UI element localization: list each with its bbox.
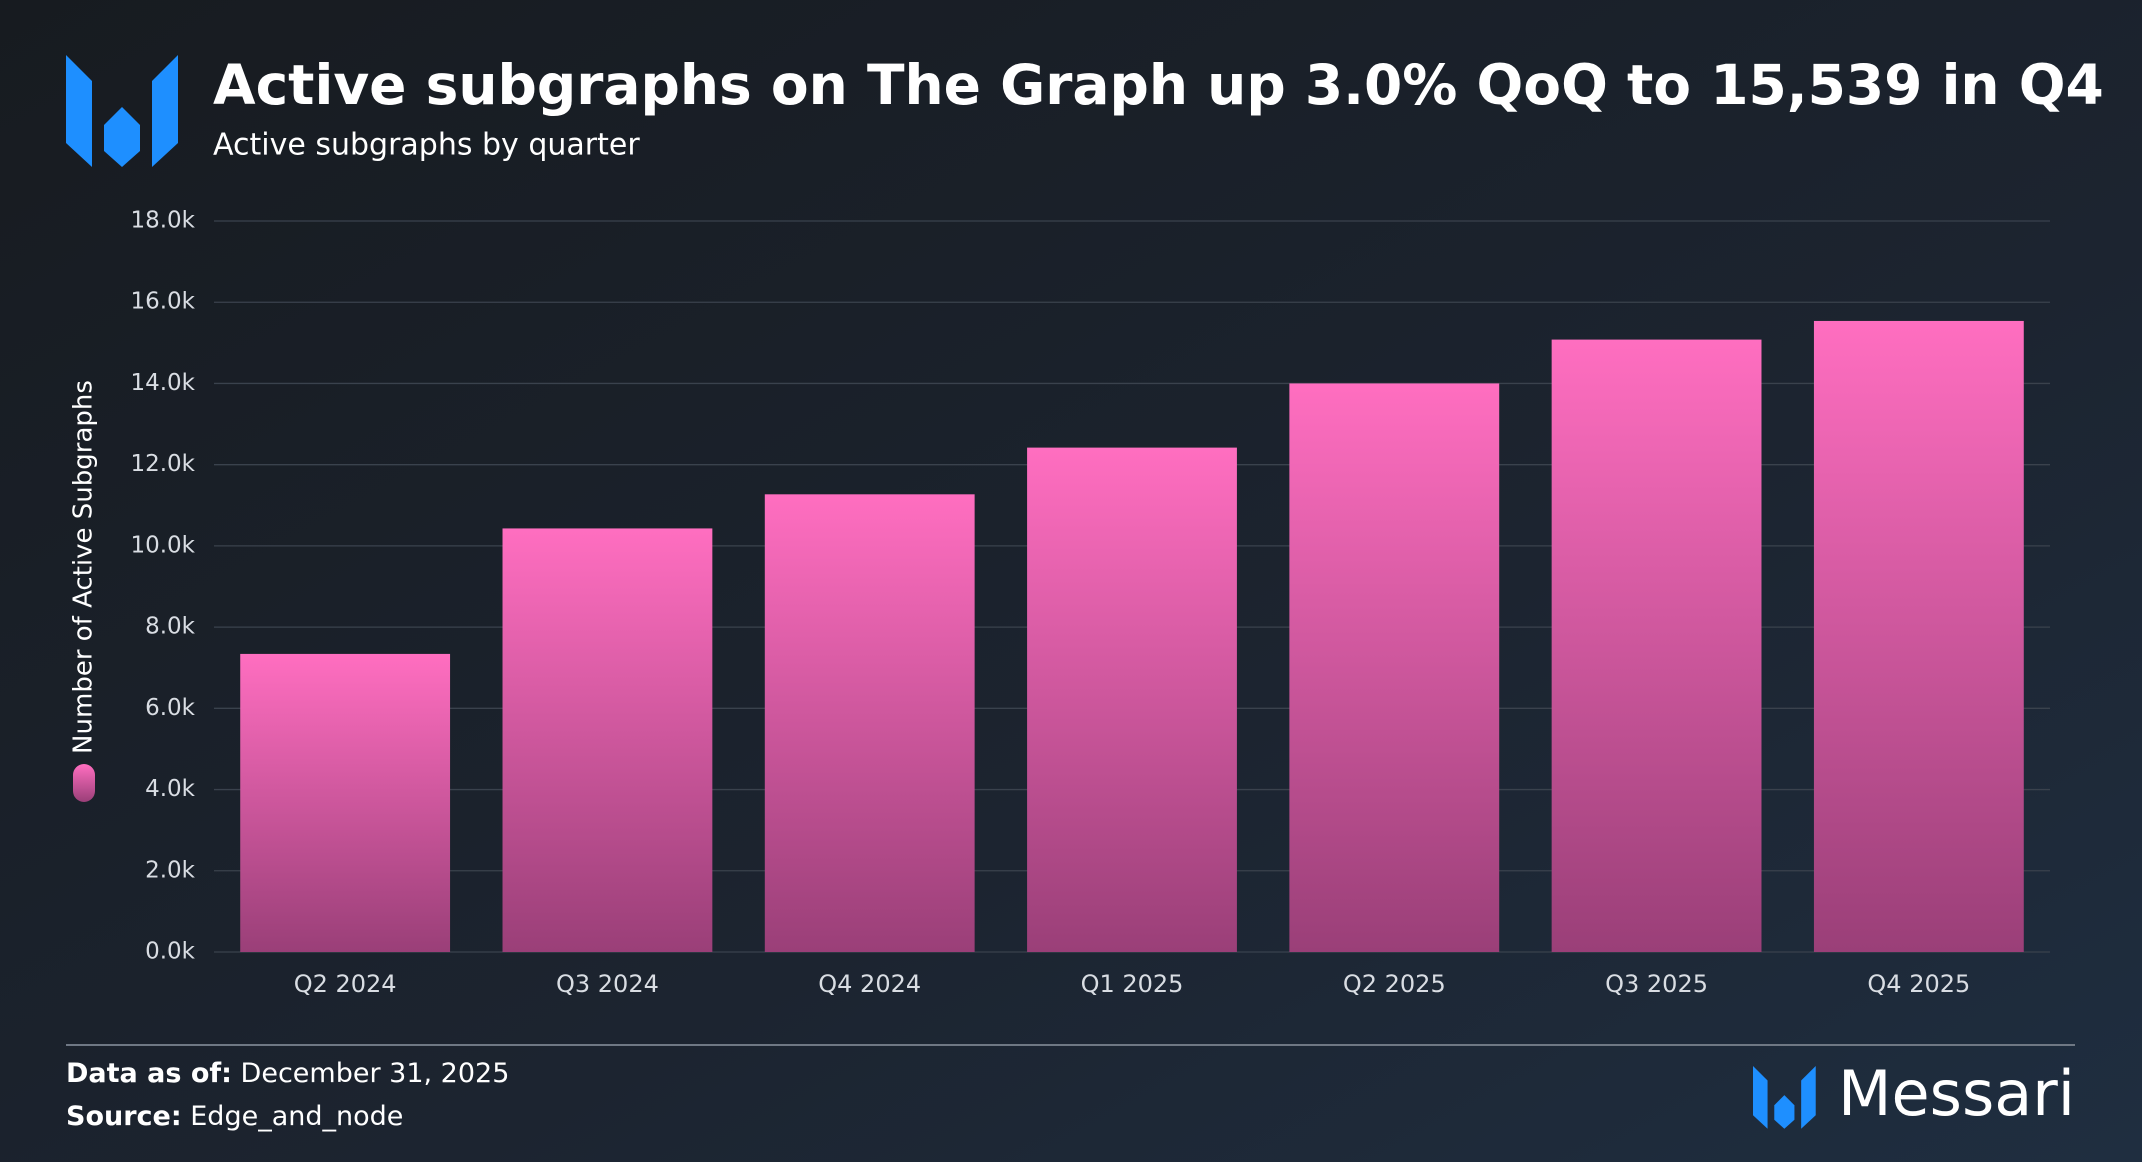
source: Edge_and_node [190,1101,403,1132]
footer-date: Data as of: December 31, 2025 [66,1058,509,1089]
brand: Messari [1838,1057,2075,1130]
brand-logo [1753,1066,1816,1129]
bar [1027,447,1237,952]
date: December 31, 2025 [241,1058,510,1089]
bar [502,528,713,952]
source-label: Source: [66,1101,182,1132]
x-tick-label: Q4 2024 [818,970,921,998]
legend-swatch [73,764,95,802]
y-tick-label: 4.0k [145,776,196,802]
x-tick-label: Q2 2025 [1343,970,1446,998]
x-tick-label: Q2 2024 [294,970,397,998]
y-tick-label: 14.0k [130,370,195,396]
bar [240,653,451,952]
date-label: Data as of: [66,1058,232,1089]
bar [764,494,975,952]
y-tick-label: 8.0k [145,614,196,640]
bar [1289,383,1500,952]
bar [1551,339,1762,952]
y-tick-label: 2.0k [145,857,196,883]
y-tick-label: 16.0k [130,289,195,315]
x-tick-label: Q3 2025 [1605,970,1708,998]
logo [66,55,178,167]
y-tick-label: 12.0k [130,451,195,477]
footer-source: Source: Edge_and_node [66,1101,403,1132]
x-tick-label: Q4 2025 [1867,970,1970,998]
x-tick-label: Q1 2025 [1081,970,1184,998]
y-tick-label: 18.0k [130,208,195,234]
y-tick-label: 0.0k [145,939,196,965]
y-tick-label: 10.0k [130,532,195,558]
chart-subtitle: Active subgraphs by quarter [213,128,640,163]
chart-title: Active subgraphs on The Graph up 3.0% Qo… [213,53,2104,117]
y-tick-label: 6.0k [145,695,196,721]
bar [1813,320,2024,952]
y-axis-label: Number of Active Subgraphs [69,380,99,754]
x-tick-label: Q3 2024 [556,970,659,998]
